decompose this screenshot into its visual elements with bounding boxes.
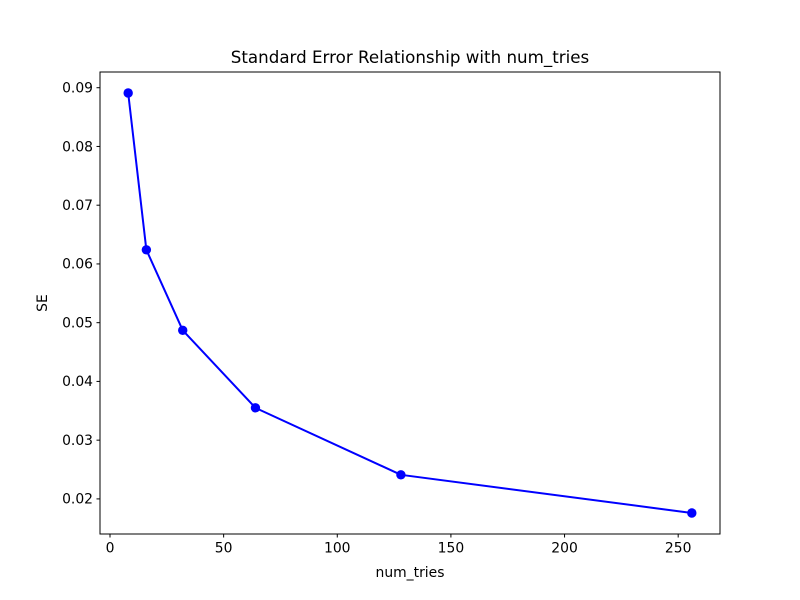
y-tick-label: 0.06 bbox=[62, 257, 93, 273]
x-tick-label: 50 bbox=[215, 541, 233, 557]
data-point-marker bbox=[687, 508, 697, 518]
data-point-marker bbox=[178, 325, 188, 336]
y-axis-label: SE bbox=[35, 294, 51, 312]
y-tick-label: 0.02 bbox=[62, 492, 93, 508]
y-axis-ticks: 0.02 0.03 0.04 0.05 0.06 0.07 0.08 0.09 bbox=[62, 81, 100, 508]
data-point-marker bbox=[396, 470, 406, 480]
data-point-marker bbox=[250, 403, 261, 413]
data-point-marker bbox=[123, 88, 133, 98]
y-tick-label: 0.03 bbox=[62, 433, 93, 449]
x-axis-ticks: 0 50 100 150 200 250 bbox=[106, 534, 692, 557]
x-tick-label: 100 bbox=[324, 541, 351, 557]
y-tick-label: 0.05 bbox=[62, 315, 93, 331]
x-axis-label: num_tries bbox=[376, 565, 445, 581]
data-line bbox=[127, 92, 693, 514]
chart-title: Standard Error Relationship with num_tri… bbox=[231, 47, 589, 68]
y-tick-label: 0.09 bbox=[62, 81, 93, 97]
x-tick-label: 200 bbox=[551, 541, 578, 557]
data-points bbox=[123, 88, 697, 518]
data-point-marker bbox=[141, 245, 152, 255]
x-tick-label: 0 bbox=[106, 541, 115, 557]
y-tick-label: 0.08 bbox=[62, 139, 93, 155]
plot-area-border bbox=[99, 71, 721, 535]
x-tick-label: 250 bbox=[665, 541, 692, 557]
y-tick-label: 0.07 bbox=[62, 198, 93, 214]
x-tick-label: 150 bbox=[438, 541, 465, 557]
y-tick-label: 0.04 bbox=[62, 374, 93, 390]
